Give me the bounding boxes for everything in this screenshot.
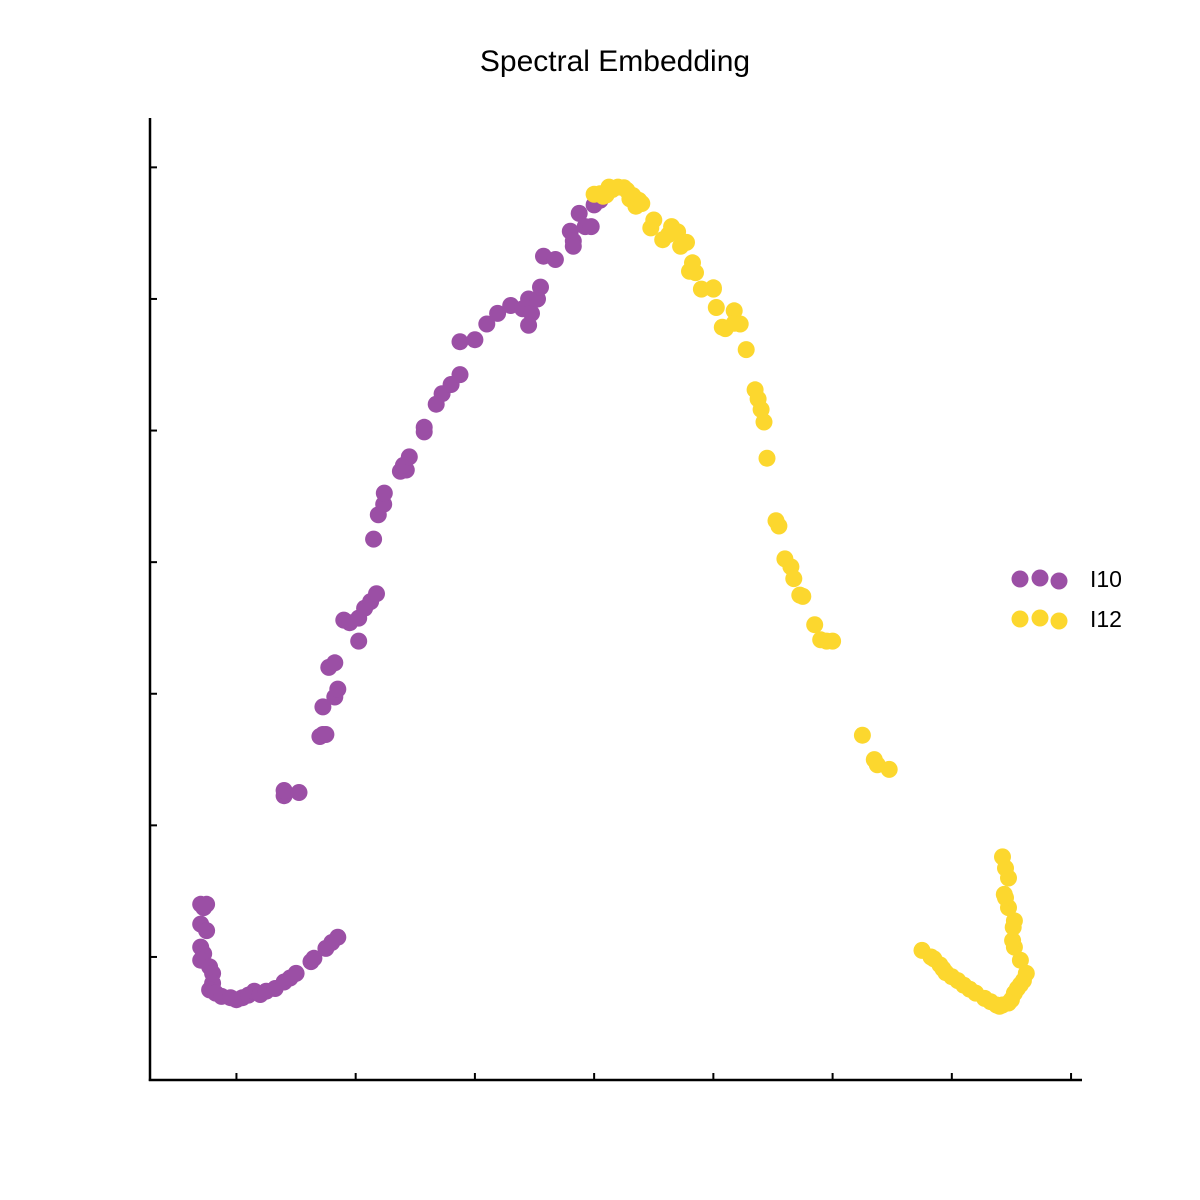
data-point [1004, 932, 1022, 949]
data-point [287, 964, 305, 982]
data-point [737, 341, 755, 359]
data-point [570, 204, 588, 222]
data-point [350, 632, 368, 650]
data-point [365, 530, 383, 548]
data-point [546, 251, 564, 268]
data-point [678, 233, 695, 251]
data-point [994, 848, 1011, 866]
legend-marker [1050, 612, 1068, 630]
legend-marker [1031, 569, 1049, 587]
legend: I10 I12 [1011, 566, 1122, 632]
legend-label: I12 [1090, 606, 1122, 632]
data-point [853, 726, 871, 744]
data-point [520, 316, 538, 334]
data-point [824, 632, 842, 650]
data-point [645, 211, 663, 229]
data-point [880, 760, 898, 778]
data-point [368, 585, 385, 603]
data-point [489, 304, 507, 322]
data-point [704, 279, 722, 297]
data-point [329, 928, 347, 946]
data-point [687, 264, 704, 282]
data-point [1017, 964, 1035, 982]
data-point [451, 333, 469, 351]
data-point [198, 895, 216, 913]
data-point [785, 570, 803, 588]
data-point [532, 278, 549, 296]
data-point [466, 331, 484, 349]
data-points [192, 178, 1035, 1015]
legend-marker [1050, 572, 1068, 590]
data-point [314, 698, 332, 716]
data-point [198, 922, 216, 940]
data-point [806, 616, 824, 634]
data-point [375, 484, 393, 502]
legend-marker [1011, 570, 1029, 588]
data-point [755, 413, 773, 431]
legend-marker [1031, 609, 1049, 627]
data-point [305, 949, 323, 967]
data-point [400, 448, 418, 466]
data-point [707, 299, 725, 316]
data-point [725, 302, 743, 320]
data-point [290, 784, 308, 801]
data-point [794, 587, 812, 605]
data-point [633, 195, 651, 212]
data-point [1011, 951, 1029, 969]
legend-label: I10 [1090, 566, 1122, 592]
legend-item: I10 [1011, 566, 1122, 592]
data-point [770, 517, 788, 535]
chart-title: Spectral Embedding [480, 45, 750, 78]
data-point [329, 680, 347, 698]
data-point [415, 418, 433, 436]
data-point [478, 315, 496, 333]
data-point [326, 654, 344, 672]
data-point [275, 782, 293, 799]
data-point [731, 315, 749, 333]
legend-marker [1011, 610, 1029, 628]
data-point [582, 218, 600, 236]
data-point [1005, 912, 1023, 930]
data-point [564, 237, 582, 255]
data-point [758, 449, 776, 467]
data-point [995, 885, 1013, 903]
y-axis-ticks [150, 166, 157, 958]
legend-item: I12 [1011, 606, 1122, 632]
data-point [451, 366, 469, 384]
data-point [317, 726, 335, 743]
x-axis-ticks [235, 1073, 1073, 1080]
